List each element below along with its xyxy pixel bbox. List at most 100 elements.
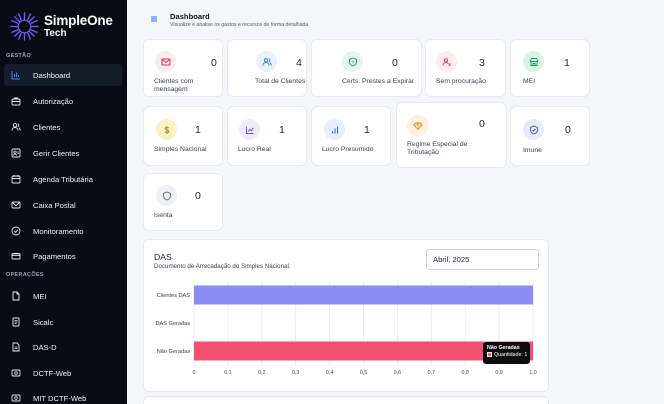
sidebar-item-dashboard[interactable]: Dashboard [4,64,122,86]
sidebar-item-label: Pagamentos [33,251,76,261]
card-label: Regime Especial de Tributação [407,141,468,157]
users-icon [11,122,21,132]
card-lucro-presumido[interactable]: 1 Lucro Presumido [311,106,391,166]
card-value: 0 [565,124,571,136]
card-label: Lucro Presumido [322,146,374,153]
file-text-icon [11,342,21,352]
x-tick-label: 0,3 [292,370,299,376]
card-value: 3 [479,57,485,69]
card-label: MEI [523,78,536,85]
das-bar-chart: 0 0,1 0,2 0,3 0,4 0,5 0,6 0,7 0,8 0,9 1,0 Clientes … [155,281,537,376]
tooltip-title: Não Geradas [487,345,520,351]
card-regime-especial[interactable]: 0 Regime Especial de Tributação [396,102,507,168]
sidebar-item-clientes[interactable]: Clientes [4,116,122,138]
sidebar-item-label: Gerir Clientes [33,148,80,158]
card-value: 1 [279,124,285,136]
mail-icon [11,200,21,210]
sidebar-item-dctf-web[interactable]: DCTF-Web [4,362,122,384]
sidebar-item-label: Caixa Postal [33,200,76,210]
menu-toggle-icon[interactable] [149,14,159,24]
tooltip-swatch [487,352,492,358]
diamond-icon [407,115,428,136]
card-label: Clientes com mensagem [154,78,194,94]
card-value: 0 [211,57,217,69]
briefcase-icon [11,96,21,106]
das-panel: DAS Documento de Arrecadação do Simples … [143,239,549,392]
file-icon [11,291,21,301]
brand-name: SimpleOne [44,13,113,29]
card-certs-prestes-a-expirar[interactable]: 0 Certs. Prestes a Expirar [311,39,422,97]
tooltip-value: Quantidade: 1 [494,352,528,359]
card-value: 1 [195,124,201,136]
card-icon [11,251,21,261]
card-label: Certs. Prestes a Expirar [342,78,415,85]
sidebar-item-label: DCTF-Web [33,368,72,378]
card-sem-procuracao[interactable]: 3 Sem procuração [425,39,506,97]
x-tick-label: 0,8 [462,370,469,376]
next-panel [143,396,549,404]
card-simples-nacional[interactable]: 1 Simples Nacional [143,106,223,166]
card-label: Isenta [154,212,173,219]
sidebar-item-das-d[interactable]: DAS-D [4,336,122,358]
sidebar-item-gerir-clientes[interactable]: Gerir Clientes [4,142,122,164]
das-subtitle: Documento de Arrecadação do Simples Naci… [154,263,291,270]
receipt-icon [11,368,21,378]
x-tick-label: 0,1 [224,370,231,376]
sidebar-item-label: DAS-D [33,342,57,352]
sidebar-item-agenda-tributaria[interactable]: Agenda Tributária [4,168,122,190]
mail-icon [155,51,176,72]
period-select[interactable]: Abril, 2025 [426,249,539,270]
card-label: Imune [523,147,542,154]
sidebar-item-label: Dashboard [33,70,71,80]
chart-tooltip: Não Geradas Quantidade: 1 [483,342,530,364]
sidebar-item-pagamentos[interactable]: Pagamentos [4,245,122,267]
card-mei[interactable]: 1 MEI [510,39,590,97]
bar[interactable] [194,285,533,305]
logo-icon [10,12,39,41]
sidebar-item-mei[interactable]: MEI [4,285,122,307]
card-label: Total de Clientes [255,78,306,85]
category-label: Clientes DAS [157,293,191,299]
card-isenta[interactable]: 0 Isenta [143,173,223,231]
card-value: 4 [296,57,302,69]
das-title: DAS [154,252,172,262]
page-title: Dashboard [170,12,210,21]
page-subtitle: Visualize e analise os gastos e recursos… [170,22,310,28]
card-lucro-real[interactable]: 1 Lucro Real [227,106,307,166]
bar-chart-icon [11,70,21,80]
section-label-gestao: GESTÃO [6,53,32,59]
card-value: 0 [392,57,398,69]
card-total-de-clientes[interactable]: 4 Total de Clientes [227,39,307,97]
document-icon [11,317,21,327]
section-label-operacoes: OPERAÇÕES [6,272,44,278]
sidebar-item-autorizacao[interactable]: Autorização [4,90,122,112]
x-tick-label: 0,4 [326,370,333,376]
shield-icon [342,51,363,72]
check-circle-icon [11,226,21,236]
card-value: 1 [564,57,570,69]
store-icon [523,51,544,72]
card-label: Sem procuração [436,78,486,85]
dollar-icon [156,119,177,140]
x-tick-label: 0 [193,370,196,376]
card-label: Lucro Real [238,146,271,153]
card-imune[interactable]: 0 Imune [510,106,590,166]
brand-logo[interactable]: SimpleOne Tech [8,10,113,43]
category-label: Não Geradas [157,349,190,355]
sidebar-item-label: Monitoramento [33,226,84,236]
bar[interactable] [194,341,533,361]
card-clientes-com-mensagem[interactable]: 0 Clientes com mensagem [143,39,223,97]
bars-icon [324,119,345,140]
x-tick-label: 0,5 [360,370,367,376]
x-tick-label: 0,7 [428,370,435,376]
calendar-icon [11,174,21,184]
sidebar-item-label: Clientes [33,122,61,132]
sidebar-item-monitoramento[interactable]: Monitoramento [4,220,122,242]
shield-check-icon [523,119,544,140]
sidebar-item-caixa-postal[interactable]: Caixa Postal [4,194,122,216]
sidebar-item-sicalc[interactable]: Sicalc [4,311,122,333]
sidebar-item-label: MEI [33,291,47,301]
sidebar-item-mit-dctf-web[interactable]: MIT DCTF-Web [4,387,122,404]
sidebar-item-label: Agenda Tributária [33,174,93,184]
brand-tagline: Tech [44,27,67,39]
